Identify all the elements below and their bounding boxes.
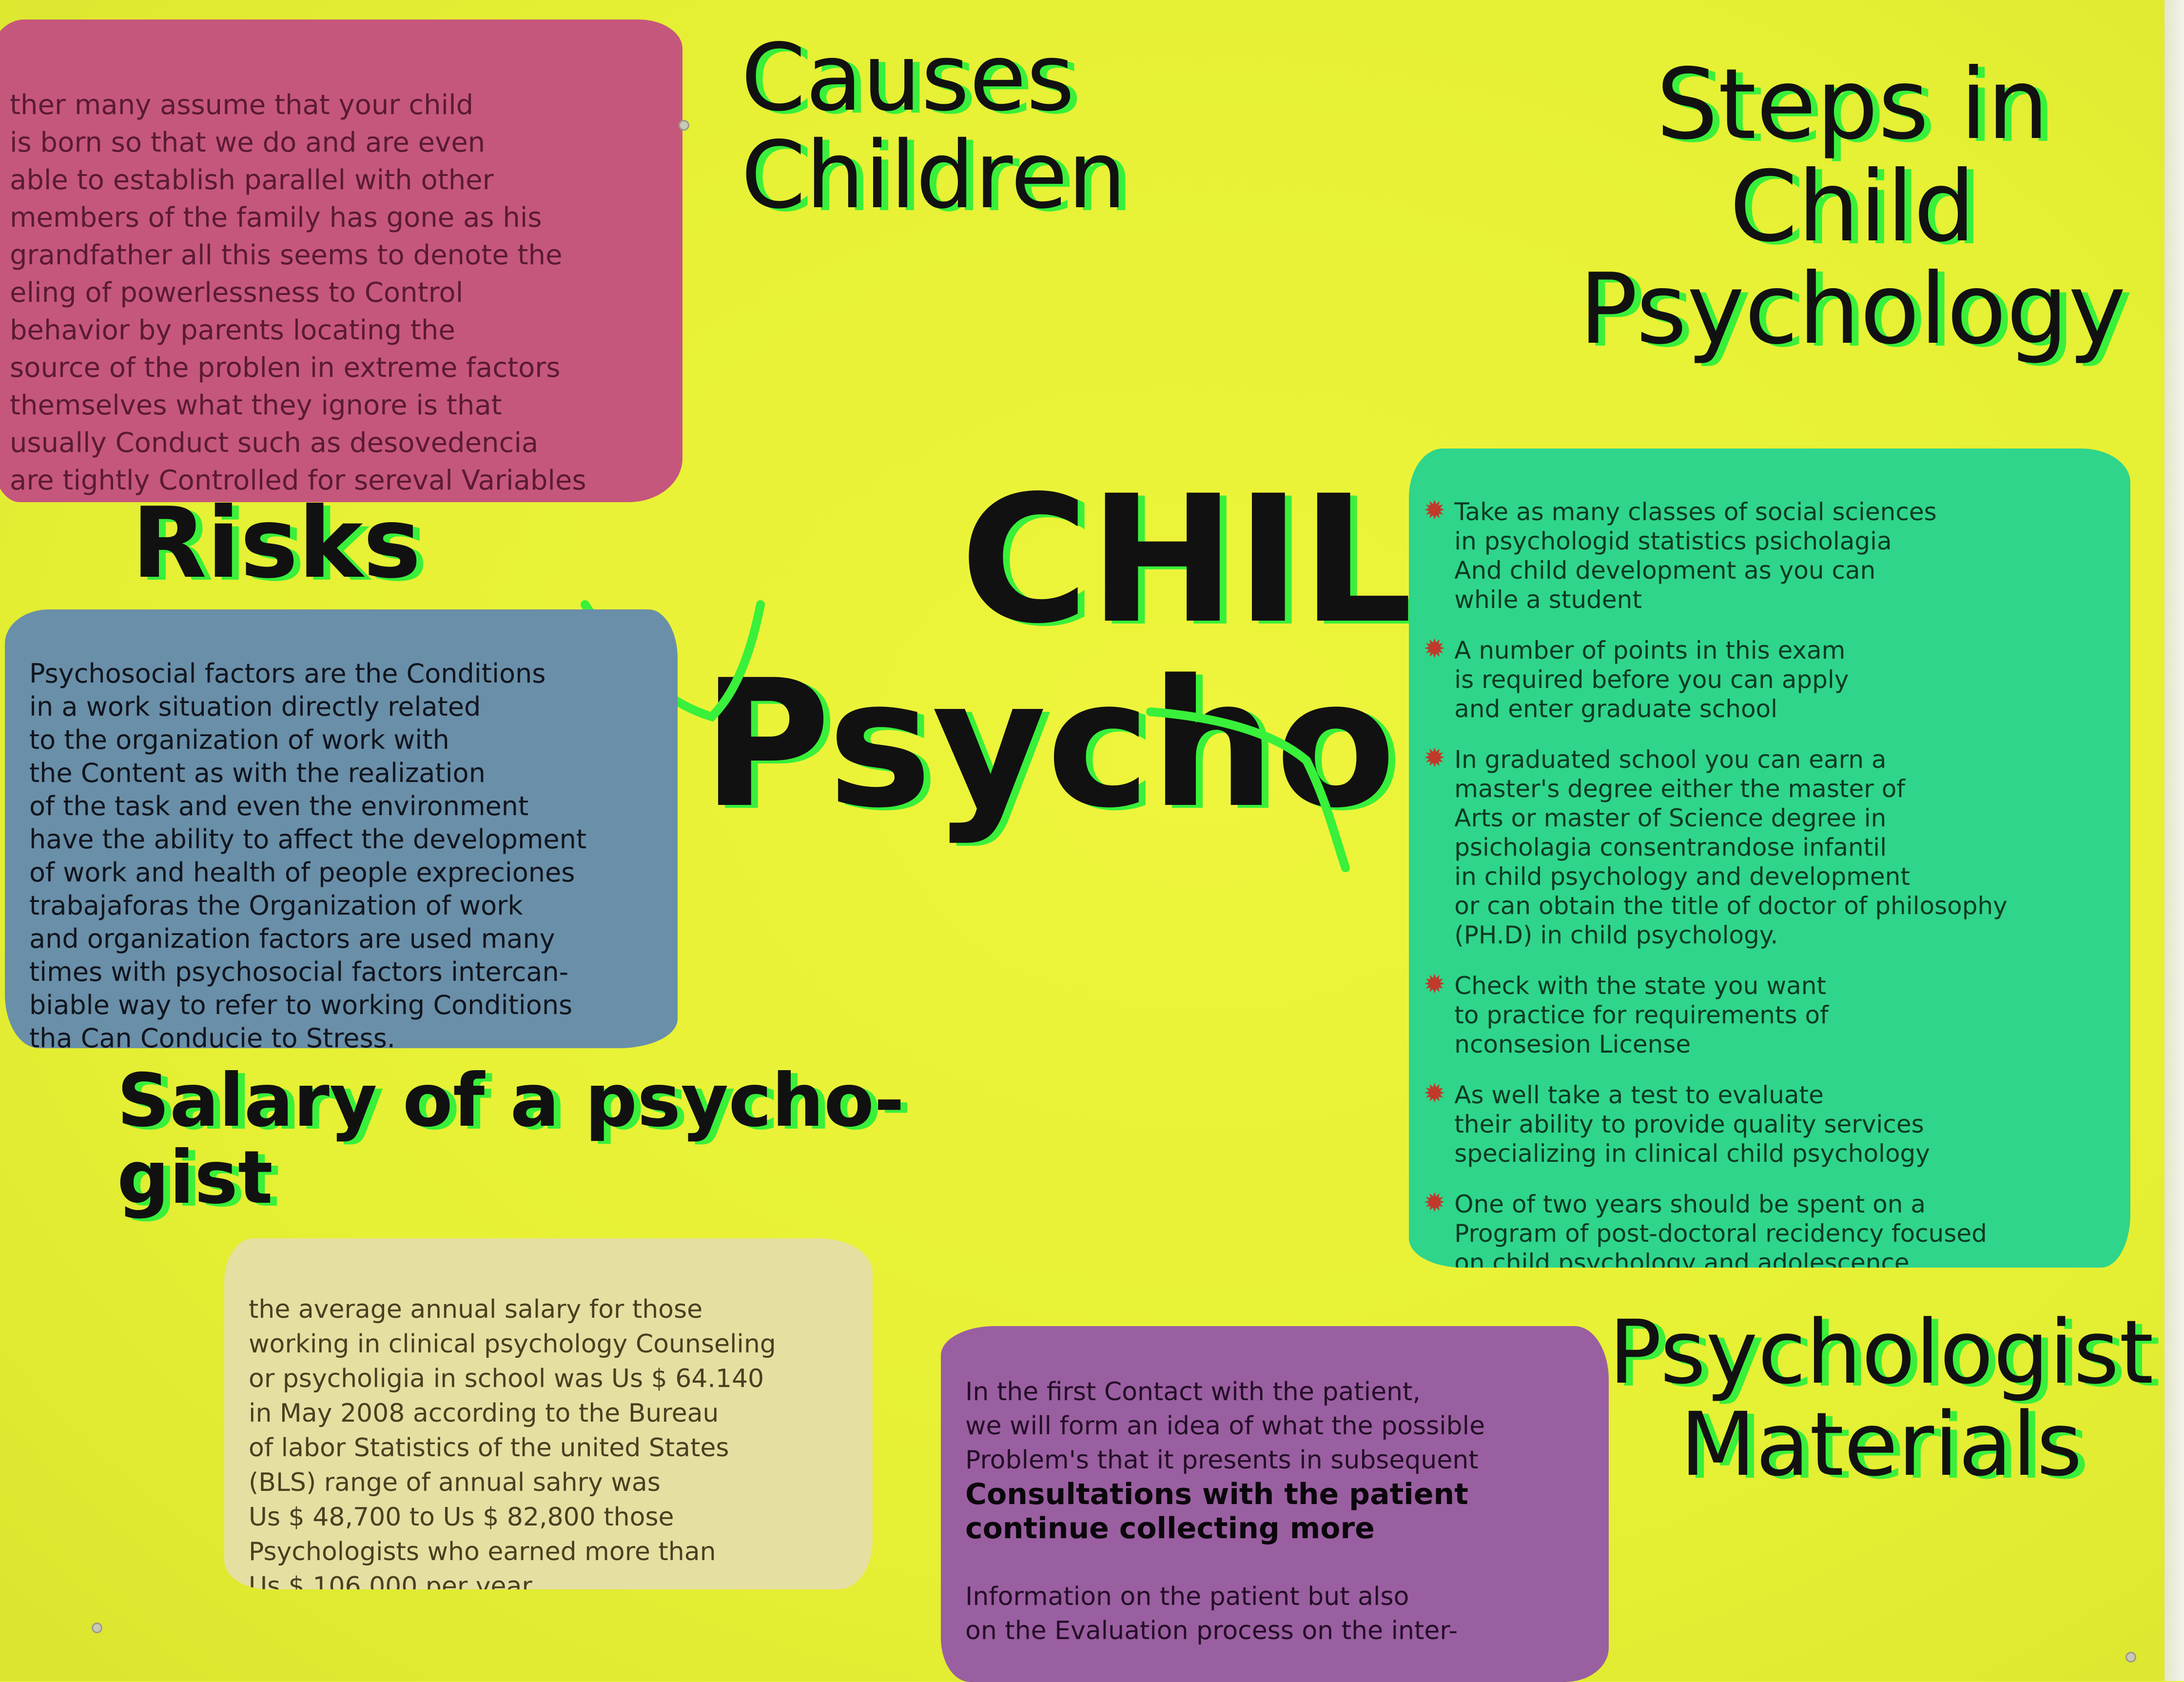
step-text: As well take a test to evaluate their ab… (1454, 1081, 1930, 1168)
step-text: A number of points in this exam is requi… (1454, 636, 1849, 723)
step-item: ✹ Check with the state you want to practi… (1424, 971, 2111, 1059)
star-bullet-icon: ✹ (1424, 633, 1446, 664)
step-item: ✹ Take as many classes of social sciences… (1424, 497, 2111, 614)
star-bullet-icon: ✹ (1424, 1078, 1446, 1109)
right-arrow (1146, 707, 1350, 872)
pin-icon (679, 120, 689, 131)
star-bullet-icon: ✹ (1424, 1187, 1446, 1218)
salary-note-text: the average annual salary for those work… (249, 1295, 776, 1589)
connector-arrows (581, 600, 1350, 872)
risks-note-text: Psychosocial factors are the Conditions … (29, 658, 587, 1048)
salary-title: Salary of a psycho- gist (117, 1058, 905, 1220)
star-bullet-icon: ✹ (1424, 495, 1446, 526)
wall-edge (2164, 0, 2184, 1681)
materials-text-part2: Information on the patient but also on t… (965, 1582, 1458, 1645)
step-text: Check with the state you want to practic… (1454, 972, 1829, 1058)
steps-note: ✹ Take as many classes of social sciences… (1409, 449, 2130, 1268)
materials-title: Psychologist Materials (1609, 1302, 2154, 1496)
materials-text-part1: In the first Contact with the patient, w… (965, 1377, 1485, 1475)
step-item: ✹ One of two years should be spent on a P… (1424, 1190, 2111, 1268)
step-text: One of two years should be spent on a Pr… (1454, 1190, 1987, 1268)
steps-list: ✹ Take as many classes of social sciences… (1424, 497, 2111, 1268)
step-text: In graduated school you can earn a maste… (1454, 745, 2008, 949)
pin-icon-bottom-right (2126, 1652, 2136, 1662)
materials-note: In the first Contact with the patient, w… (941, 1326, 1609, 1682)
materials-text-bold1: Consultations with the patient continue … (965, 1477, 1468, 1545)
pin-icon-bottom-left (92, 1623, 102, 1633)
salary-note: the average annual salary for those work… (224, 1238, 873, 1589)
step-item: ✹ In graduated school you can earn a mast… (1424, 745, 2111, 950)
risks-note: Psychosocial factors are the Conditions … (5, 609, 678, 1048)
star-bullet-icon: ✹ (1424, 743, 1446, 773)
causes-note: ther many assume that your child is born… (0, 20, 682, 502)
step-item: ✹ As well take a test to evaluate their a… (1424, 1080, 2111, 1168)
star-bullet-icon: ✹ (1424, 969, 1446, 999)
step-text: Take as many classes of social sciences … (1454, 498, 1937, 614)
step-item: ✹ A number of points in this exam is requ… (1424, 636, 2111, 724)
steps-title: Steps in Child Psychology (1579, 48, 2126, 366)
risks-title: Risks (132, 487, 421, 600)
causes-title: Causes Children (741, 24, 1127, 229)
causes-note-text: ther many assume that your child is born… (10, 89, 586, 496)
